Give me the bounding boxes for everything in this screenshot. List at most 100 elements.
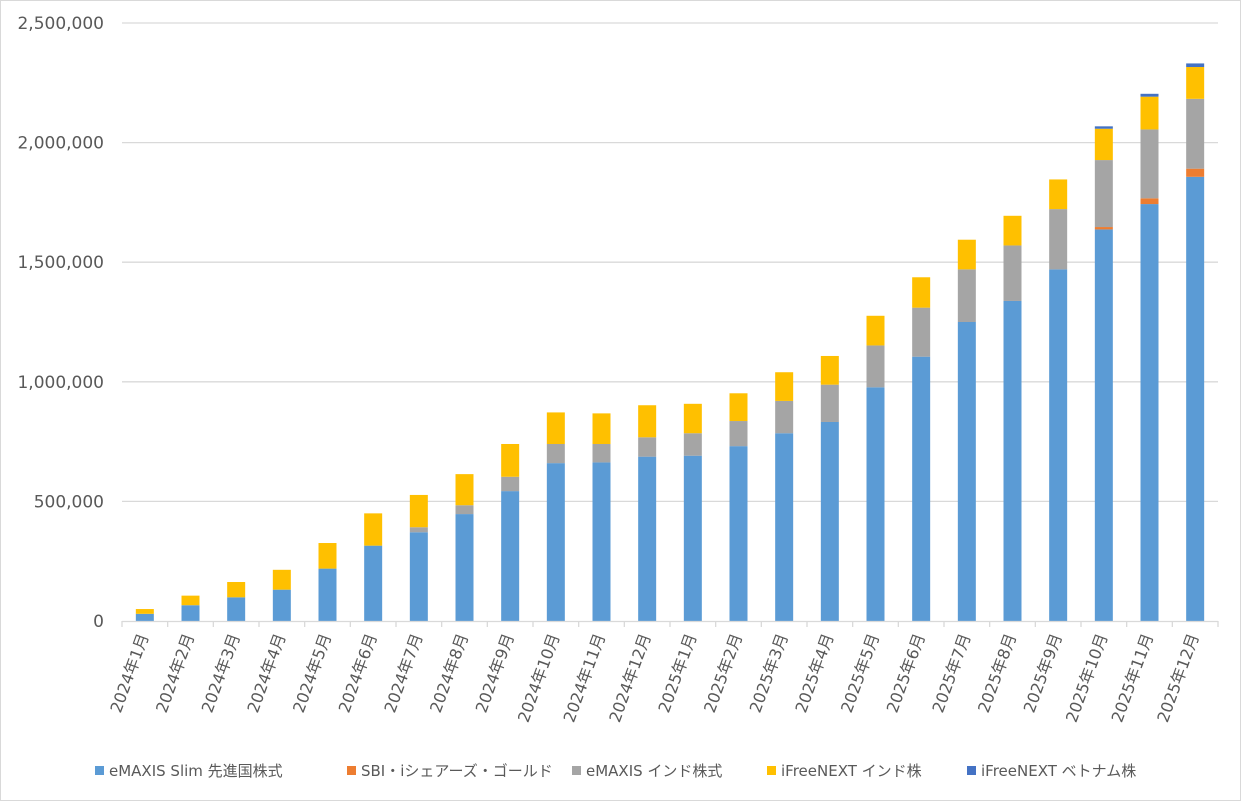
- x-tick-label: 2024年1月: [106, 631, 152, 715]
- legend-label: eMAXIS インド株式: [586, 762, 722, 780]
- bar-segment-0: [729, 446, 748, 621]
- bar-segment-2: [501, 476, 520, 492]
- y-tick-label: 2,500,000: [17, 14, 104, 34]
- x-tick-label: 2024年4月: [243, 631, 289, 715]
- bar-segment-3: [501, 443, 520, 477]
- y-tick-label: 1,000,000: [17, 373, 104, 393]
- bar-segment-3: [364, 513, 383, 546]
- bar-segment-2: [409, 527, 428, 533]
- bar-segment-0: [181, 605, 200, 621]
- bar-segment-3: [546, 412, 565, 444]
- bar-segment-3: [135, 609, 154, 614]
- x-tick-label: 2025年6月: [883, 631, 929, 715]
- bar-segment-2: [775, 400, 794, 434]
- bar-segment-3: [227, 582, 246, 598]
- bar-segment-0: [638, 456, 657, 621]
- x-tick-label: 2025年4月: [791, 631, 837, 715]
- y-tick-label: 500,000: [34, 492, 104, 512]
- bar-segment-3: [1186, 67, 1205, 99]
- x-tick-label: 2024年6月: [335, 631, 381, 715]
- legend-swatch-4: [967, 766, 976, 775]
- bar-segment-2: [1094, 160, 1113, 228]
- bar-segment-2: [1140, 129, 1159, 199]
- bar-segment-3: [1049, 179, 1068, 210]
- bar-segment-3: [866, 315, 885, 346]
- legend-swatch-2: [572, 766, 581, 775]
- x-tick-label: 2024年2月: [152, 631, 198, 715]
- bar-segment-4: [1140, 93, 1159, 97]
- bar-segment-1: [1186, 168, 1205, 177]
- y-tick-label: 1,500,000: [17, 253, 104, 273]
- bar-segment-0: [135, 613, 154, 621]
- x-tick-label: 2024年7月: [380, 631, 426, 715]
- x-tick-label: 2024年3月: [198, 631, 244, 715]
- x-tick-label: 2025年2月: [700, 631, 746, 715]
- bar-segment-2: [866, 345, 885, 388]
- bar-segment-2: [592, 443, 611, 463]
- bar-segment-2: [957, 269, 976, 322]
- bar-segment-0: [501, 491, 520, 621]
- bar-segment-3: [455, 474, 474, 506]
- bar-segment-3: [318, 543, 337, 569]
- bar-segment-0: [455, 514, 474, 621]
- bar-segment-0: [409, 532, 428, 621]
- bar-segment-2: [1186, 98, 1205, 169]
- x-tick-label: 2024年10月: [514, 631, 564, 725]
- bar-segment-3: [957, 239, 976, 270]
- bar-segment-3: [729, 393, 748, 422]
- bar-segment-3: [592, 413, 611, 444]
- x-tick-label: 2025年12月: [1153, 631, 1203, 725]
- bar-segment-0: [318, 568, 337, 621]
- bar-segment-0: [912, 356, 931, 621]
- bar-segment-0: [775, 433, 794, 621]
- bar-segment-3: [181, 595, 200, 606]
- bar-segment-3: [912, 277, 931, 308]
- bar-segment-2: [1049, 209, 1068, 270]
- x-tick-label: 2025年1月: [654, 631, 700, 715]
- bar-segment-0: [1186, 176, 1205, 621]
- bar-segment-3: [1003, 215, 1022, 246]
- bar-segment-0: [1003, 300, 1022, 621]
- bar-segment-0: [227, 597, 246, 621]
- bar-segment-2: [638, 437, 657, 457]
- bar-segment-0: [820, 421, 839, 621]
- x-tick-label: 2025年5月: [837, 631, 883, 715]
- x-tick-label: 2025年11月: [1108, 631, 1158, 725]
- y-tick-label: 0: [93, 612, 104, 632]
- x-tick-label: 2024年9月: [472, 631, 518, 715]
- bar-segment-3: [638, 405, 657, 438]
- bar-segment-1: [1140, 198, 1159, 205]
- legend-swatch-0: [95, 766, 104, 775]
- bar-segment-3: [775, 372, 794, 401]
- legend-label: eMAXIS Slim 先進国株式: [109, 762, 283, 780]
- bar-segment-0: [957, 322, 976, 621]
- bar-segment-0: [1140, 204, 1159, 621]
- bar-segment-0: [1049, 269, 1068, 621]
- bar-segment-3: [272, 569, 291, 590]
- x-tick-label: 2024年12月: [605, 631, 655, 725]
- bar-segment-3: [820, 355, 839, 385]
- bar-segment-3: [1094, 128, 1113, 161]
- bar-segment-3: [1140, 96, 1159, 130]
- y-tick-label: 2,000,000: [17, 134, 104, 154]
- legend-swatch-1: [347, 766, 356, 775]
- x-tick-label: 2025年9月: [1020, 631, 1066, 715]
- bar-segment-0: [364, 545, 383, 621]
- bar-segment-3: [683, 403, 702, 434]
- x-tick-label: 2025年10月: [1062, 631, 1112, 725]
- bar-segment-4: [1186, 63, 1205, 68]
- bar-segment-2: [683, 433, 702, 456]
- legend-label: SBI・iシェアーズ・ゴールド: [361, 762, 553, 780]
- legend-label: iFreeNEXT インド株: [781, 762, 922, 780]
- bar-segment-0: [683, 455, 702, 621]
- bar-segment-1: [1094, 227, 1113, 230]
- bar-segment-2: [820, 384, 839, 422]
- bar-segment-4: [1094, 126, 1113, 129]
- bar-segment-2: [455, 505, 474, 515]
- bar-segment-2: [546, 443, 565, 464]
- bar-segment-0: [546, 463, 565, 621]
- x-tick-label: 2024年8月: [426, 631, 472, 715]
- x-tick-label: 2024年5月: [289, 631, 335, 715]
- x-tick-label: 2025年7月: [928, 631, 974, 715]
